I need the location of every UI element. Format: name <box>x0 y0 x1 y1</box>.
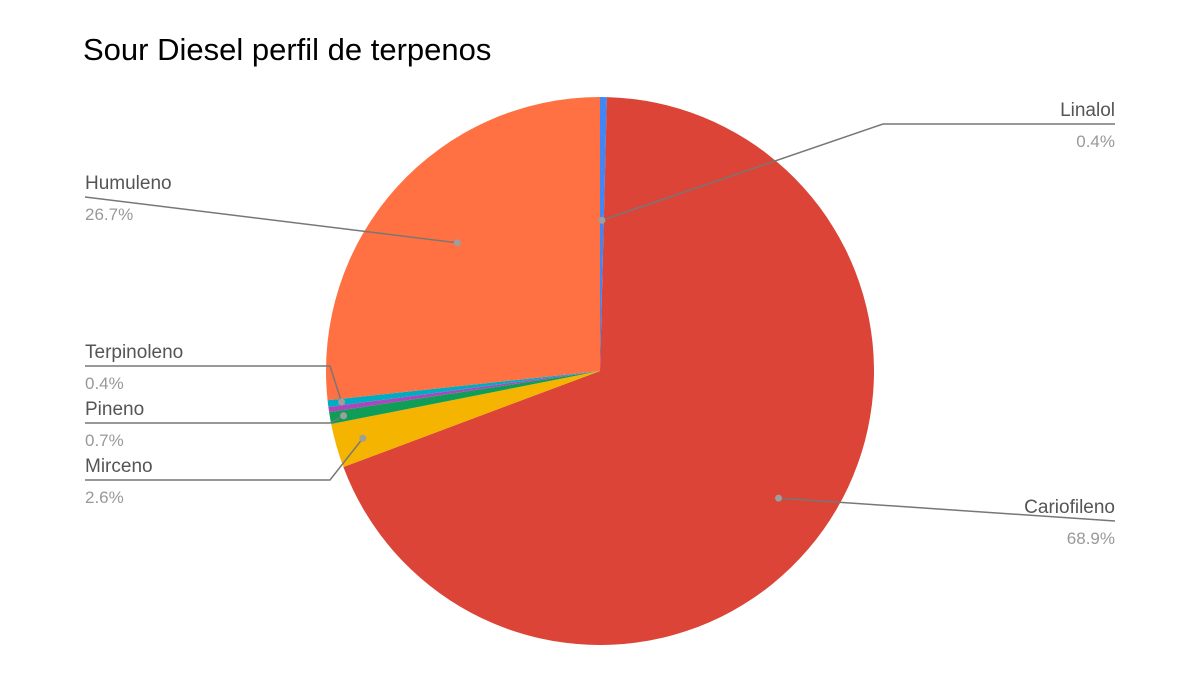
leader-dot <box>338 398 346 406</box>
leader-line <box>85 415 344 424</box>
slice-label: Terpinoleno <box>85 342 183 363</box>
pie-slice-pineno[interactable] <box>329 371 600 425</box>
chart-title: Sour Diesel perfil de terpenos <box>83 32 492 67</box>
pie-slice-terpinoleno[interactable] <box>327 371 600 408</box>
slice-percent: 0.4% <box>1076 132 1115 151</box>
pie-slice-humuleno[interactable] <box>326 97 600 401</box>
leader-dot <box>598 216 606 224</box>
slice-percent: 0.4% <box>85 374 124 393</box>
leader-line <box>85 365 343 403</box>
slice-percent: 68.9% <box>1067 529 1115 548</box>
pie-slice-cariofileno[interactable] <box>343 97 874 645</box>
leader-dot <box>775 494 783 502</box>
leader-dot <box>359 434 367 442</box>
pie-slice-unlabeled[interactable] <box>328 371 600 413</box>
leader-line <box>778 497 1116 522</box>
pie-slice-mirceno[interactable] <box>331 371 600 468</box>
leader-dot <box>340 412 348 420</box>
pie-slice-linalol[interactable] <box>600 97 607 371</box>
slice-label: Linalol <box>1060 100 1115 121</box>
slice-percent: 26.7% <box>85 205 133 224</box>
slice-percent: 2.6% <box>85 488 124 507</box>
leader-dot <box>453 239 461 247</box>
slice-label: Cariofileno <box>1024 497 1115 518</box>
slice-percent: 0.7% <box>85 431 124 450</box>
slice-label: Humuleno <box>85 173 172 194</box>
leader-line <box>601 123 1115 222</box>
slice-label: Pineno <box>85 399 144 420</box>
leader-line <box>84 196 458 244</box>
slice-label: Mirceno <box>85 456 153 477</box>
leader-line <box>85 437 364 481</box>
